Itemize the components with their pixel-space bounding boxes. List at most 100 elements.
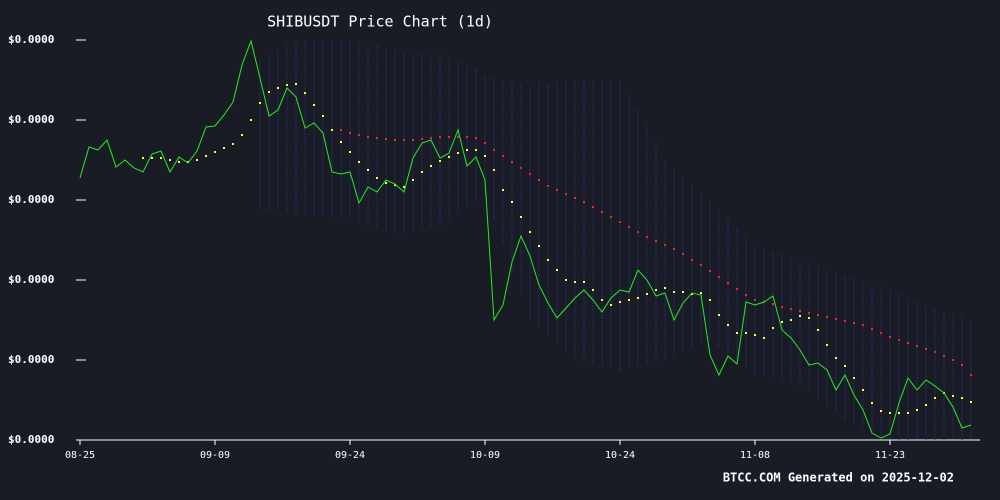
- ma-dot: [484, 155, 486, 157]
- ma-dot: [880, 332, 882, 334]
- ma-dot: [952, 359, 954, 361]
- ma-dot: [232, 143, 234, 145]
- ma-dot: [250, 119, 252, 121]
- ma-dot: [754, 334, 756, 336]
- ma-dot: [439, 160, 441, 162]
- y-tick-label: $0.0000: [8, 433, 54, 446]
- ma-dot: [781, 306, 783, 308]
- ma-dot: [340, 141, 342, 143]
- ma-dot: [601, 211, 603, 213]
- ma-dot: [898, 339, 900, 341]
- x-tick-label: 08-25: [65, 450, 95, 461]
- price-line: [79, 39, 972, 439]
- ma-dot: [691, 293, 693, 295]
- ma-dot: [547, 185, 549, 187]
- ma-dot: [817, 329, 819, 331]
- ma-dot: [205, 155, 207, 157]
- ma-dot: [178, 161, 180, 163]
- ma-dot: [268, 91, 270, 93]
- ma-dot: [511, 201, 513, 203]
- ma-dot: [313, 104, 315, 106]
- ma-dot: [538, 245, 540, 247]
- ma-dot: [430, 137, 432, 139]
- ma-dot: [925, 404, 927, 406]
- ma-dot: [835, 318, 837, 320]
- ma-dot: [862, 324, 864, 326]
- ma-dot: [169, 159, 171, 161]
- ma-dot: [646, 236, 648, 238]
- ma-dot: [142, 157, 144, 159]
- ma-dot: [529, 173, 531, 175]
- ma-dot: [754, 299, 756, 301]
- y-tick-label: $0.0000: [8, 193, 54, 206]
- x-tick-label: 09-09: [200, 450, 230, 461]
- ma-dot: [610, 216, 612, 218]
- ma-dot: [556, 269, 558, 271]
- ma-dot: [916, 345, 918, 347]
- ma-dot: [565, 193, 567, 195]
- ma-dot: [475, 149, 477, 151]
- ma-dot: [484, 142, 486, 144]
- ma-dot: [898, 412, 900, 414]
- ma-dot: [916, 409, 918, 411]
- ma-dot: [952, 395, 954, 397]
- ma-dot: [358, 161, 360, 163]
- ma-dot: [394, 139, 396, 141]
- ma-dot: [880, 410, 882, 412]
- y-tick-label: $0.0000: [8, 353, 54, 366]
- ma-dot: [223, 147, 225, 149]
- ma-dot: [574, 281, 576, 283]
- ma-dot: [925, 348, 927, 350]
- y-tick-label: $0.0000: [8, 33, 54, 46]
- ma-dot: [187, 161, 189, 163]
- ma-dot: [709, 299, 711, 301]
- ma-dot: [862, 389, 864, 391]
- ma-dot: [493, 149, 495, 151]
- ma-dot: [403, 139, 405, 141]
- ma-dot: [241, 134, 243, 136]
- ma-dot: [448, 156, 450, 158]
- ma-dot: [619, 301, 621, 303]
- ma-dot: [349, 132, 351, 134]
- ma-dot: [736, 332, 738, 334]
- ma-dot: [367, 169, 369, 171]
- ma-dot: [961, 364, 963, 366]
- ma-dot: [547, 259, 549, 261]
- ma-dot: [655, 289, 657, 291]
- ma-dot: [340, 129, 342, 131]
- ma-dot: [520, 167, 522, 169]
- ma-dot: [601, 299, 603, 301]
- ma-dot: [214, 151, 216, 153]
- ma-dot: [763, 337, 765, 339]
- ma-dot: [475, 137, 477, 139]
- ma-dot: [403, 186, 405, 188]
- ma-dot: [466, 136, 468, 138]
- ma-dot: [637, 231, 639, 233]
- ma-dot: [385, 138, 387, 140]
- ma-dot: [556, 189, 558, 191]
- ma-dot: [529, 231, 531, 233]
- ma-dot: [502, 155, 504, 157]
- ma-dot: [826, 316, 828, 318]
- ma-dot: [943, 355, 945, 357]
- ma-dot: [889, 412, 891, 414]
- ma-dot: [691, 259, 693, 261]
- ma-dot: [457, 136, 459, 138]
- ma-dot: [286, 84, 288, 86]
- ma-dot: [871, 328, 873, 330]
- ma-dot: [961, 397, 963, 399]
- x-tick-label: 10-24: [605, 450, 635, 461]
- ma-dot: [709, 270, 711, 272]
- ma-dot: [610, 304, 612, 306]
- ma-dot: [592, 206, 594, 208]
- x-tick-label: 09-24: [335, 450, 365, 461]
- ma-dot: [907, 342, 909, 344]
- ma-dot: [700, 264, 702, 266]
- ma-dot: [853, 322, 855, 324]
- ma-dot: [889, 336, 891, 338]
- x-tick-label: 11-08: [740, 450, 770, 461]
- ma-dot: [421, 171, 423, 173]
- ma-dot: [664, 287, 666, 289]
